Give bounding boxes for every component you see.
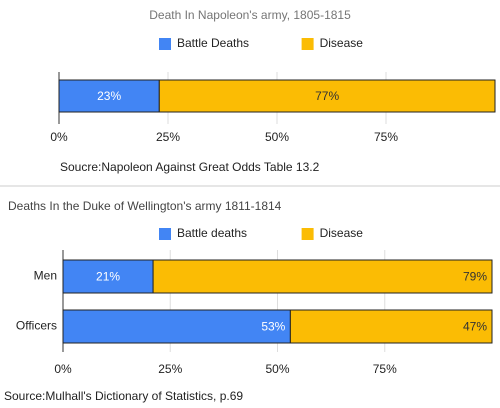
x-tick-label: 25% <box>158 362 182 376</box>
data-label: 79% <box>463 270 487 284</box>
x-tick-label: 75% <box>374 130 398 144</box>
data-label: 77% <box>315 89 339 103</box>
x-tick-label: 75% <box>373 362 397 376</box>
bar-segment <box>289 309 493 344</box>
legend-label: Battle Deaths <box>177 36 249 50</box>
legend-swatch <box>159 38 171 50</box>
x-tick-label: 0% <box>54 362 72 376</box>
source-note: Source:Mulhall's Dictionary of Statistic… <box>4 389 243 403</box>
x-tick-label: 0% <box>50 130 68 144</box>
bar-segment <box>62 259 154 294</box>
legend-swatch <box>301 38 314 50</box>
bar-segment <box>152 259 493 294</box>
bar-segment <box>62 309 291 344</box>
legend-label: Disease <box>320 36 364 50</box>
legend-label: Disease <box>320 226 364 240</box>
y-tick-label: Men <box>34 269 57 283</box>
x-tick-label: 50% <box>265 362 289 376</box>
y-tick-label: Officers <box>16 319 57 333</box>
chart-title: Death In Napoleon's army, 1805-1815 <box>149 8 351 22</box>
data-label: 47% <box>463 320 487 334</box>
data-label: 23% <box>97 89 121 103</box>
x-tick-label: 25% <box>156 130 180 144</box>
data-label: 21% <box>96 270 120 284</box>
legend-label: Battle deaths <box>177 226 247 240</box>
x-tick-label: 50% <box>265 130 289 144</box>
data-label: 53% <box>261 320 285 334</box>
source-note: Soucre:Napoleon Against Great Odds Table… <box>60 160 320 174</box>
bar-segment <box>158 79 496 113</box>
legend-swatch <box>159 228 171 240</box>
legend-swatch <box>301 228 314 240</box>
bar-segment <box>58 79 160 113</box>
chart-title: Deaths In the Duke of Wellington's army … <box>8 199 282 213</box>
